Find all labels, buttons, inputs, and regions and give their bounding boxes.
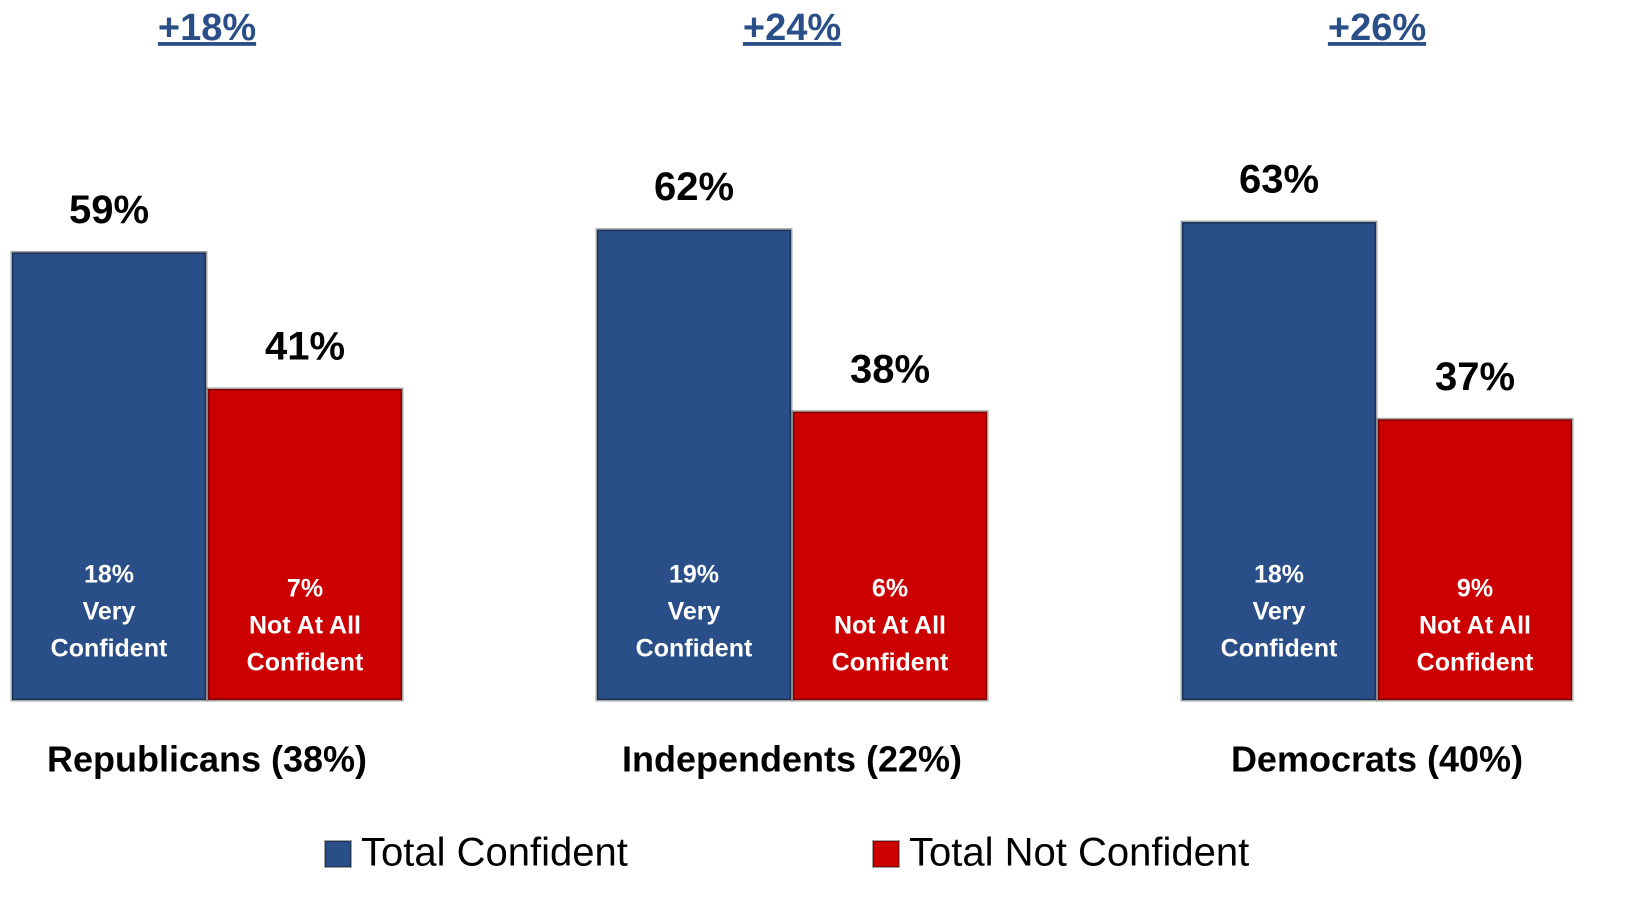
inner-label: 18% (84, 561, 134, 589)
inner-label: 6% (872, 575, 908, 603)
inner-label: Not At All (834, 612, 946, 640)
inner-label: 18% (1254, 561, 1304, 589)
category-label: Democrats (40%) (1231, 739, 1523, 780)
inner-label: 19% (669, 561, 719, 589)
legend-label: Total Not Confident (909, 831, 1249, 875)
legend-swatch (872, 840, 900, 868)
inner-label: Not At All (1419, 612, 1531, 640)
difference-annotation: +18% (158, 7, 256, 49)
value-label: 59% (69, 188, 149, 232)
inner-label: Not At All (249, 612, 361, 640)
inner-label: Very (668, 598, 721, 626)
value-label: 62% (654, 165, 734, 209)
inner-label: Confident (247, 649, 364, 677)
bar (1180, 220, 1378, 702)
inner-label: Confident (832, 649, 949, 677)
value-label: 41% (265, 325, 345, 369)
inner-label: 7% (287, 575, 323, 603)
value-label: 37% (1435, 355, 1515, 399)
legend-swatch (324, 840, 352, 868)
category-label: Republicans (38%) (47, 739, 367, 780)
category-label: Independents (22%) (622, 739, 962, 780)
inner-label: 9% (1457, 575, 1493, 603)
inner-label: Very (83, 598, 136, 626)
inner-label: Confident (636, 635, 753, 663)
inner-label: Confident (1417, 649, 1534, 677)
value-label: 63% (1239, 158, 1319, 202)
difference-annotation: +24% (743, 7, 841, 49)
bar (10, 250, 208, 702)
bar (791, 410, 989, 702)
bar (1376, 417, 1574, 702)
bar (595, 228, 793, 702)
inner-label: Confident (51, 635, 168, 663)
difference-annotation: +26% (1328, 7, 1426, 49)
inner-label: Confident (1221, 635, 1338, 663)
bar (206, 387, 404, 702)
inner-label: Very (1253, 598, 1306, 626)
legend-label: Total Confident (361, 831, 628, 875)
value-label: 38% (850, 347, 930, 391)
